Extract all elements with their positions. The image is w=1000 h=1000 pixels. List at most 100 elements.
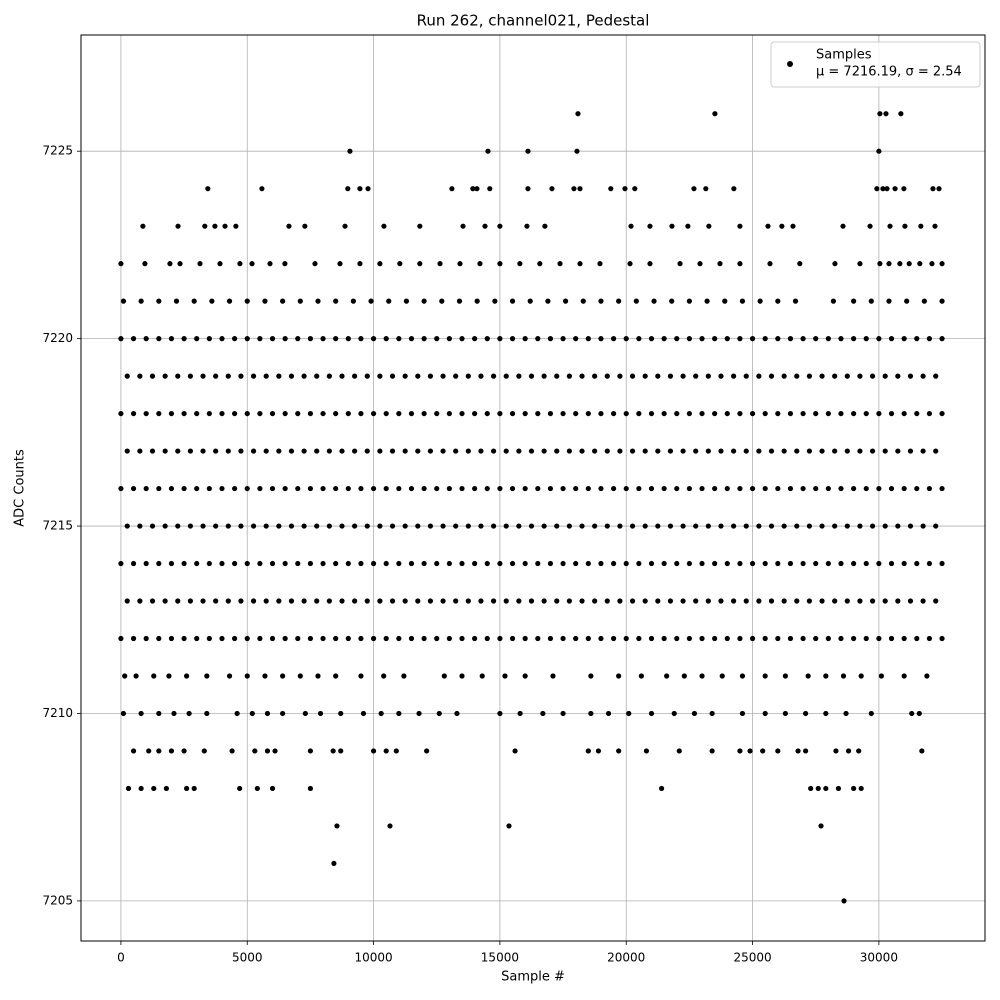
point (664, 673, 670, 679)
point (554, 373, 560, 379)
point (130, 485, 137, 492)
point (267, 261, 273, 267)
point (756, 448, 762, 454)
point (926, 560, 933, 567)
chart-title: Run 262, channel021, Pedestal (417, 12, 650, 30)
point (535, 336, 541, 342)
point (547, 635, 554, 642)
point (800, 485, 806, 492)
point (472, 410, 478, 417)
point (724, 560, 730, 567)
point (484, 485, 490, 492)
point (832, 373, 838, 379)
point (497, 223, 503, 229)
point (851, 560, 857, 567)
point (162, 373, 168, 379)
point (876, 336, 882, 342)
point (434, 336, 440, 342)
point (124, 448, 130, 454)
point (219, 336, 225, 342)
grid (81, 35, 985, 941)
point (686, 635, 692, 642)
point (226, 298, 233, 304)
point (130, 748, 137, 754)
point (805, 673, 811, 679)
point (819, 448, 825, 454)
point (317, 710, 324, 717)
point (184, 785, 190, 792)
point (902, 223, 908, 229)
point (342, 223, 348, 229)
point (629, 448, 636, 454)
point (417, 261, 423, 267)
point (524, 223, 530, 229)
legend-note: μ = 7216.19, σ = 2.54 (816, 65, 962, 80)
y-tick-label: 7205 (42, 893, 73, 907)
point (509, 298, 516, 304)
point (484, 560, 490, 567)
point (206, 410, 212, 417)
point (857, 448, 863, 454)
point (595, 748, 602, 754)
point (370, 560, 377, 567)
point (237, 261, 243, 267)
point (825, 485, 831, 492)
point (883, 111, 889, 117)
point (939, 261, 945, 267)
point (667, 598, 674, 604)
point (497, 485, 503, 492)
point (320, 410, 326, 417)
point (525, 148, 531, 154)
point (577, 261, 583, 267)
point (333, 336, 339, 342)
point (642, 523, 648, 529)
point (156, 560, 162, 567)
point (731, 373, 737, 379)
point (387, 823, 393, 829)
point (331, 860, 337, 867)
point (162, 448, 168, 454)
point (205, 186, 211, 192)
point (269, 336, 276, 342)
point (897, 261, 903, 267)
point (661, 560, 667, 567)
point (200, 598, 206, 604)
point (232, 336, 238, 342)
point (269, 560, 276, 567)
point (364, 598, 370, 604)
point (168, 485, 175, 492)
point (257, 336, 263, 342)
point (858, 673, 864, 679)
point (276, 598, 282, 604)
point (825, 635, 831, 642)
point (173, 298, 180, 304)
point (225, 373, 231, 379)
point (888, 635, 895, 642)
point (282, 261, 288, 267)
point (779, 223, 785, 229)
point (503, 373, 509, 379)
point (686, 560, 692, 567)
point (699, 485, 705, 492)
point (832, 448, 838, 454)
point (130, 336, 137, 342)
point (408, 410, 415, 417)
point (930, 186, 936, 192)
point (337, 261, 343, 267)
point (914, 336, 920, 342)
point (838, 560, 844, 567)
point (219, 635, 225, 642)
point (579, 598, 585, 604)
point (608, 186, 614, 192)
point (124, 598, 130, 604)
point (739, 298, 746, 304)
point (396, 560, 402, 567)
point (610, 410, 617, 417)
point (617, 448, 623, 454)
point (446, 336, 452, 342)
point (939, 485, 945, 492)
point (295, 560, 301, 567)
point (516, 448, 522, 454)
point (446, 485, 452, 492)
point (244, 635, 250, 642)
